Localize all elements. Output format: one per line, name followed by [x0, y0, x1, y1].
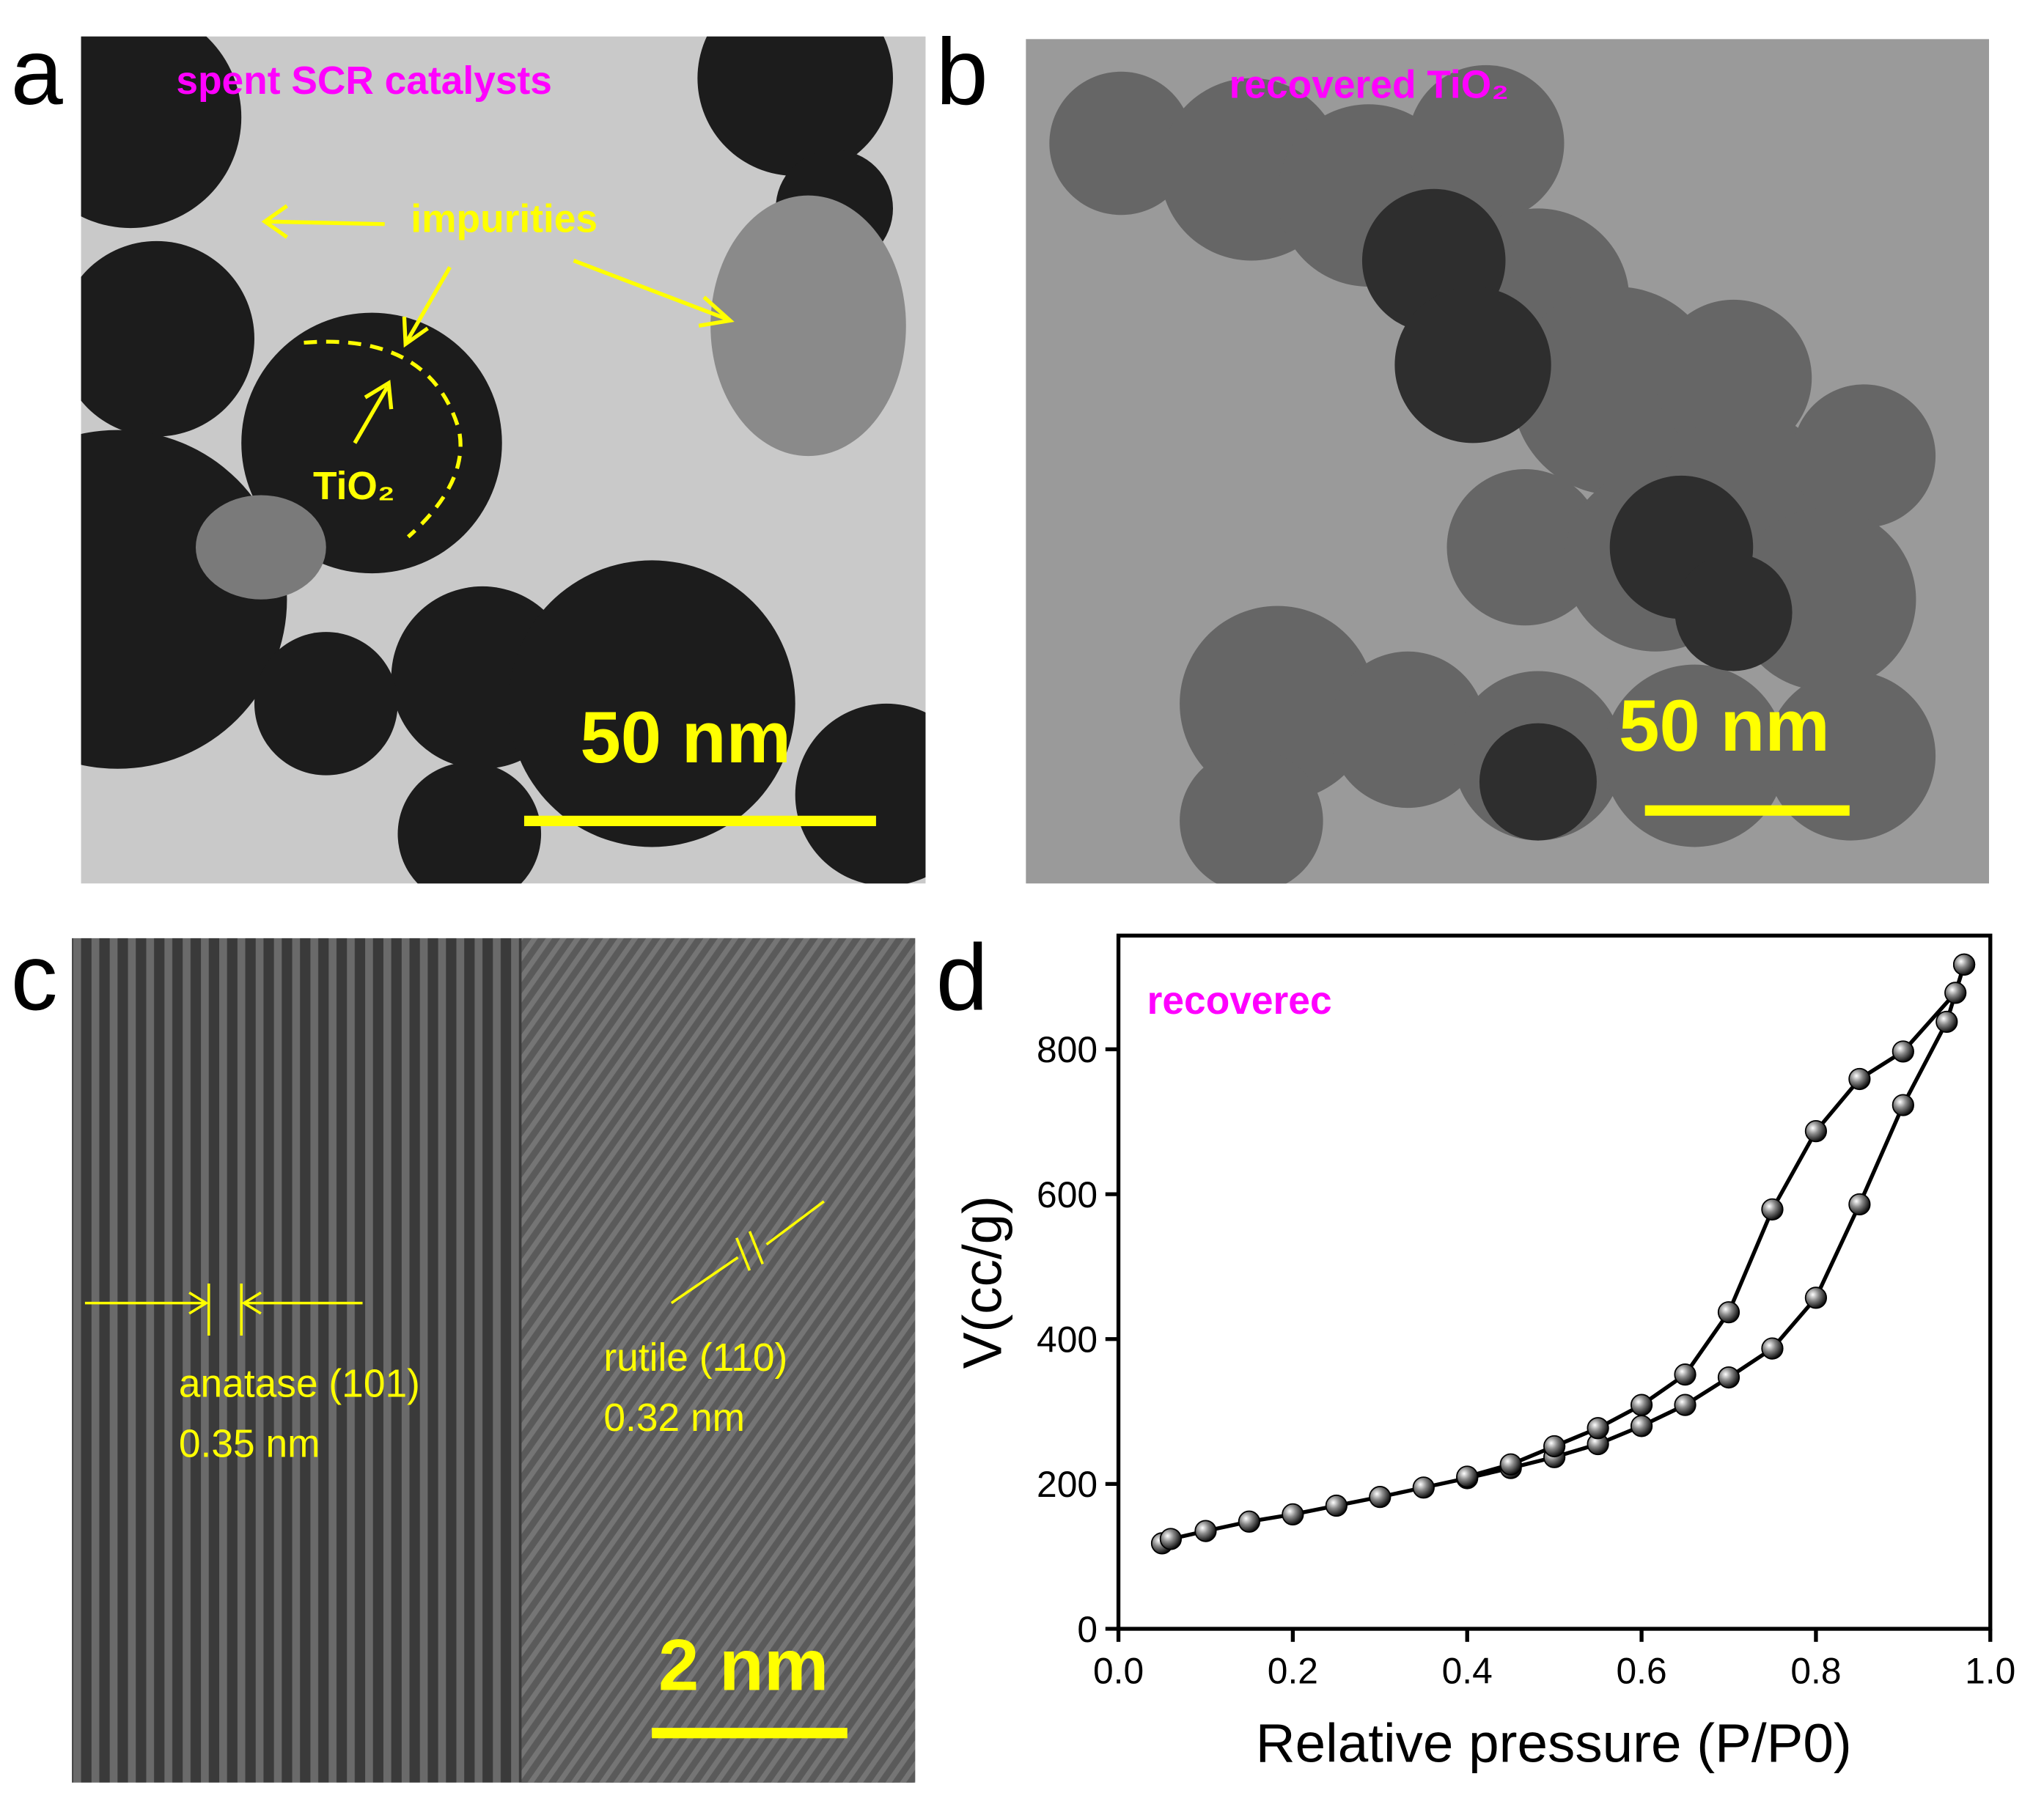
data-point — [1804, 1286, 1828, 1309]
annotation: 0.35 nm — [179, 1422, 320, 1465]
series-line — [1466, 964, 1966, 1479]
data-point — [1369, 1486, 1392, 1509]
particles — [1049, 65, 1936, 884]
annotation: rutile (110) — [603, 1336, 787, 1380]
panel-b: b recovered TiO₂ 50 nm — [936, 20, 1989, 884]
y-tick-label: 800 — [1037, 1029, 1098, 1070]
y-tick-label: 200 — [1037, 1464, 1098, 1505]
panel-d: d recoverec Relative pressure (P/P0) V(c… — [936, 926, 2016, 1774]
annotation: anatase (101) — [179, 1363, 420, 1406]
x-tick-label: 1.0 — [1965, 1651, 2015, 1692]
data-point — [1848, 1193, 1871, 1216]
panel-c: c anatase (101) 0.35 nm rutile (110) 0.3… — [11, 926, 916, 1783]
data-point — [1456, 1465, 1479, 1488]
annotation: 0.32 nm — [603, 1396, 745, 1440]
data-point — [1543, 1435, 1566, 1458]
scale-bar-label: 2 nm — [658, 1625, 828, 1707]
panel-a: a spent SCR catalysts impurities TiO₂ 50… — [11, 20, 926, 884]
scale-bar-label: 50 nm — [580, 697, 791, 778]
x-tick-label: 0.2 — [1268, 1651, 1318, 1692]
data-point — [1587, 1417, 1609, 1440]
chart-annotation: recoverec — [1147, 979, 1332, 1023]
data-point — [1848, 1067, 1871, 1091]
y-tick-label: 400 — [1037, 1319, 1098, 1361]
data-point — [1761, 1337, 1784, 1360]
y-axis-title: V(cc/g) — [952, 1196, 1013, 1369]
data-point — [1717, 1366, 1740, 1389]
data-point — [1717, 1301, 1740, 1324]
panel-letter: a — [11, 20, 64, 125]
data-point — [1944, 982, 1967, 1004]
data-point — [1674, 1363, 1696, 1386]
data-point — [1804, 1120, 1828, 1143]
data-point — [1630, 1415, 1653, 1437]
data-point — [1630, 1393, 1653, 1416]
data-point — [1412, 1476, 1435, 1499]
data-point — [1674, 1393, 1696, 1416]
y-tick-label: 0 — [1077, 1609, 1098, 1650]
x-tick-label: 0.6 — [1616, 1651, 1666, 1692]
x-axis-title: Relative pressure (P/P0) — [1256, 1712, 1852, 1773]
data-point — [1194, 1520, 1217, 1542]
panel-title: spent SCR catalysts — [176, 59, 552, 103]
data-point — [1892, 1094, 1914, 1116]
y-tick-label: 600 — [1037, 1174, 1098, 1215]
particles — [81, 36, 926, 884]
annotation: TiO₂ — [313, 465, 395, 508]
panel-letter: b — [936, 20, 988, 125]
data-point — [1499, 1453, 1522, 1476]
data-point — [1952, 953, 1976, 976]
panel-letter: d — [936, 926, 988, 1031]
data-point — [1892, 1040, 1914, 1063]
data-point — [1282, 1503, 1304, 1525]
scale-bar-label: 50 nm — [1619, 685, 1830, 767]
annotation: impurities — [411, 197, 598, 240]
data-point — [1238, 1510, 1261, 1533]
data-point — [1159, 1528, 1183, 1550]
panel-title: recovered TiO₂ — [1229, 63, 1509, 106]
x-tick-label: 0.0 — [1093, 1651, 1144, 1692]
x-tick-label: 0.8 — [1790, 1651, 1841, 1692]
x-tick-label: 0.4 — [1442, 1651, 1493, 1692]
plot-frame — [1116, 933, 1993, 1631]
panel-letter: c — [11, 926, 58, 1031]
data-point — [1761, 1198, 1784, 1221]
data-point — [1935, 1010, 1958, 1034]
data-point — [1325, 1494, 1348, 1517]
